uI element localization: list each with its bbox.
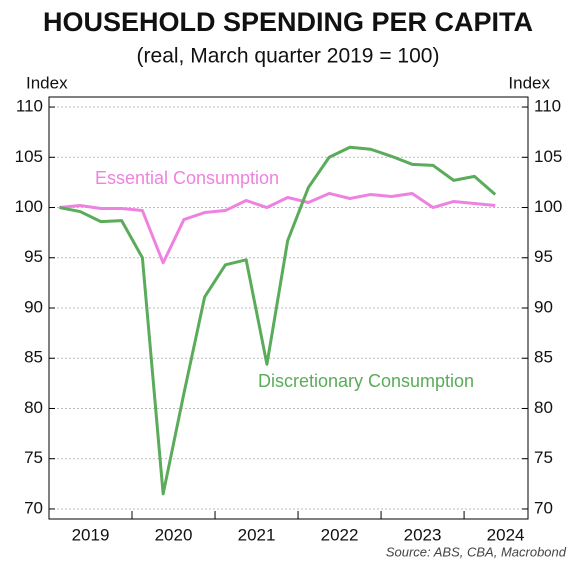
y2-tick-label: 95 — [534, 247, 553, 266]
y2-tick-label: 70 — [534, 498, 553, 517]
y-tick-label: 105 — [15, 147, 43, 166]
x-tick-label: 2019 — [72, 525, 110, 544]
y-axis-label: Index — [26, 73, 68, 92]
y2-tick-label: 80 — [534, 398, 553, 417]
y-tick-label: 80 — [24, 398, 43, 417]
y-tick-label: 95 — [24, 247, 43, 266]
x-tick-label: 2020 — [155, 525, 193, 544]
y2-axis-label: Index — [508, 73, 550, 92]
y2-tick-label: 85 — [534, 348, 553, 367]
y-tick-label: 90 — [24, 297, 43, 316]
chart-subtitle: (real, March quarter 2019 = 100) — [137, 45, 440, 68]
series-label: Discretionary Consumption — [258, 371, 474, 391]
x-tick-label: 2024 — [487, 525, 525, 544]
y2-tick-label: 75 — [534, 448, 553, 467]
x-tick-label: 2022 — [321, 525, 359, 544]
y2-tick-label: 100 — [534, 197, 562, 216]
plot-frame — [48, 96, 529, 520]
y-tick-label: 100 — [15, 197, 43, 216]
x-tick-label: 2021 — [238, 525, 276, 544]
x-tick-label: 2023 — [404, 525, 442, 544]
y-tick-label: 75 — [24, 448, 43, 467]
series-line — [59, 145, 497, 496]
y-tick-label: 70 — [24, 498, 43, 517]
y-tick-label: 110 — [16, 97, 43, 116]
series-line — [59, 191, 496, 265]
y-tick-label: 85 — [24, 348, 43, 367]
y2-tick-label: 110 — [534, 97, 561, 116]
series-label: Essential Consumption — [95, 168, 279, 188]
chart-title: HOUSEHOLD SPENDING PER CAPITA — [43, 7, 533, 37]
source-note: Source: ABS, CBA, Macrobond — [386, 544, 567, 559]
y2-tick-label: 90 — [534, 297, 553, 316]
y2-tick-label: 105 — [534, 147, 562, 166]
